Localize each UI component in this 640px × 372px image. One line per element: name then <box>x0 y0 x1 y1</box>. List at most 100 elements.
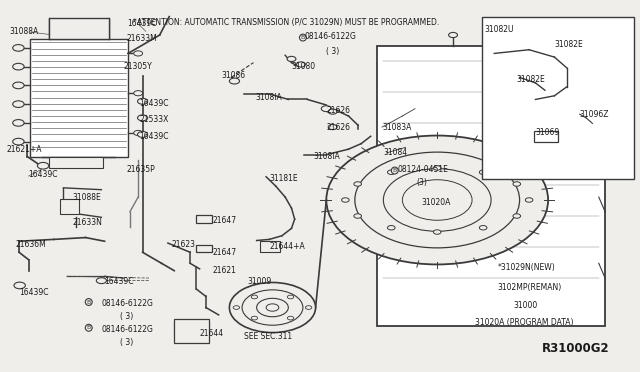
Text: 3102MP(REMAN): 3102MP(REMAN) <box>497 283 562 292</box>
Circle shape <box>328 125 337 130</box>
Text: 21305Y: 21305Y <box>124 62 152 71</box>
Text: 21533X: 21533X <box>140 115 169 124</box>
Circle shape <box>296 62 305 67</box>
Text: 21626: 21626 <box>326 106 350 115</box>
Circle shape <box>138 98 148 104</box>
Text: 16439C: 16439C <box>19 288 49 297</box>
Text: 16439C: 16439C <box>127 19 156 28</box>
Text: 31069: 31069 <box>536 128 559 137</box>
Circle shape <box>13 63 24 70</box>
Circle shape <box>305 306 312 310</box>
Circle shape <box>287 57 296 61</box>
Text: *ATTENTION: AUTOMATIC TRANSMISSION (P/C 31029N) MUST BE PROGRAMMED.: *ATTENTION: AUTOMATIC TRANSMISSION (P/C … <box>133 17 439 27</box>
Text: *31029N(NEW): *31029N(NEW) <box>497 263 555 272</box>
Text: 21647: 21647 <box>212 217 236 225</box>
Circle shape <box>513 214 520 218</box>
Circle shape <box>266 304 279 311</box>
Text: 31082E: 31082E <box>554 40 583 49</box>
Circle shape <box>13 119 24 126</box>
Circle shape <box>479 170 487 174</box>
Circle shape <box>242 290 303 325</box>
Bar <box>196 215 212 223</box>
Circle shape <box>354 182 362 186</box>
Circle shape <box>383 169 491 231</box>
Text: 31000: 31000 <box>513 301 538 310</box>
Text: B: B <box>86 299 91 305</box>
Text: ( 3): ( 3) <box>326 47 340 56</box>
Text: 21644+A: 21644+A <box>269 242 305 251</box>
Circle shape <box>387 225 395 230</box>
Text: 16439C: 16439C <box>29 170 58 179</box>
Circle shape <box>138 115 148 121</box>
Text: 21633M: 21633M <box>127 34 157 43</box>
Text: 21647: 21647 <box>212 248 236 257</box>
Bar <box>481 17 634 179</box>
Bar <box>174 318 209 343</box>
Circle shape <box>403 180 472 220</box>
Circle shape <box>257 298 288 317</box>
Circle shape <box>97 278 106 283</box>
Circle shape <box>433 230 441 234</box>
Text: 21635P: 21635P <box>127 165 156 174</box>
Text: 08124-0451E: 08124-0451E <box>397 165 448 174</box>
Circle shape <box>13 138 24 145</box>
Text: 31181E: 31181E <box>269 174 298 183</box>
Circle shape <box>14 282 26 289</box>
Text: 31083A: 31083A <box>382 123 412 132</box>
Text: B: B <box>86 325 91 330</box>
Circle shape <box>134 91 143 96</box>
Circle shape <box>134 51 143 56</box>
Text: 08146-6122G: 08146-6122G <box>304 32 356 41</box>
Circle shape <box>233 306 239 310</box>
Text: 16439C: 16439C <box>140 99 169 108</box>
Bar <box>377 46 605 326</box>
Circle shape <box>13 82 24 89</box>
Text: 21626: 21626 <box>326 123 350 132</box>
Text: 31020A: 31020A <box>421 198 451 207</box>
Bar <box>196 245 212 252</box>
Text: R31000G2: R31000G2 <box>541 341 609 355</box>
Text: ( 3): ( 3) <box>120 312 134 321</box>
Bar <box>49 19 109 39</box>
Circle shape <box>252 316 257 320</box>
Circle shape <box>13 45 24 51</box>
Text: 08146-6122G: 08146-6122G <box>101 325 154 334</box>
Text: 08146-6122G: 08146-6122G <box>101 299 154 308</box>
Bar <box>534 131 558 142</box>
Circle shape <box>138 131 148 137</box>
Circle shape <box>229 282 316 333</box>
Text: 31088E: 31088E <box>73 193 102 202</box>
Bar <box>30 39 128 157</box>
Text: 21636M: 21636M <box>16 240 47 249</box>
Text: 21644: 21644 <box>200 329 224 338</box>
Circle shape <box>354 214 362 218</box>
Text: 16439C: 16439C <box>140 132 169 141</box>
Text: 21621+A: 21621+A <box>6 145 42 154</box>
Text: 31082U: 31082U <box>484 25 514 34</box>
Circle shape <box>479 225 487 230</box>
Circle shape <box>449 32 458 38</box>
Text: ( 3): ( 3) <box>120 338 134 347</box>
Text: 21633N: 21633N <box>73 218 103 227</box>
Circle shape <box>13 101 24 108</box>
Text: 3108IA: 3108IA <box>314 152 340 161</box>
Circle shape <box>321 106 332 112</box>
Circle shape <box>287 316 294 320</box>
Circle shape <box>326 135 548 264</box>
Circle shape <box>355 152 520 248</box>
Text: B: B <box>301 35 305 40</box>
Text: 31080: 31080 <box>291 62 316 71</box>
Text: 21621: 21621 <box>212 266 236 275</box>
Text: 31096Z: 31096Z <box>580 110 609 119</box>
Bar <box>60 199 79 214</box>
Text: (3): (3) <box>416 178 427 187</box>
Circle shape <box>433 166 441 170</box>
Circle shape <box>134 131 143 135</box>
Circle shape <box>252 295 257 299</box>
Text: 31009: 31009 <box>247 277 271 286</box>
Text: 16439C: 16439C <box>104 277 134 286</box>
Text: B: B <box>392 168 397 173</box>
Circle shape <box>342 198 349 202</box>
Bar <box>260 241 280 251</box>
Circle shape <box>328 109 337 114</box>
